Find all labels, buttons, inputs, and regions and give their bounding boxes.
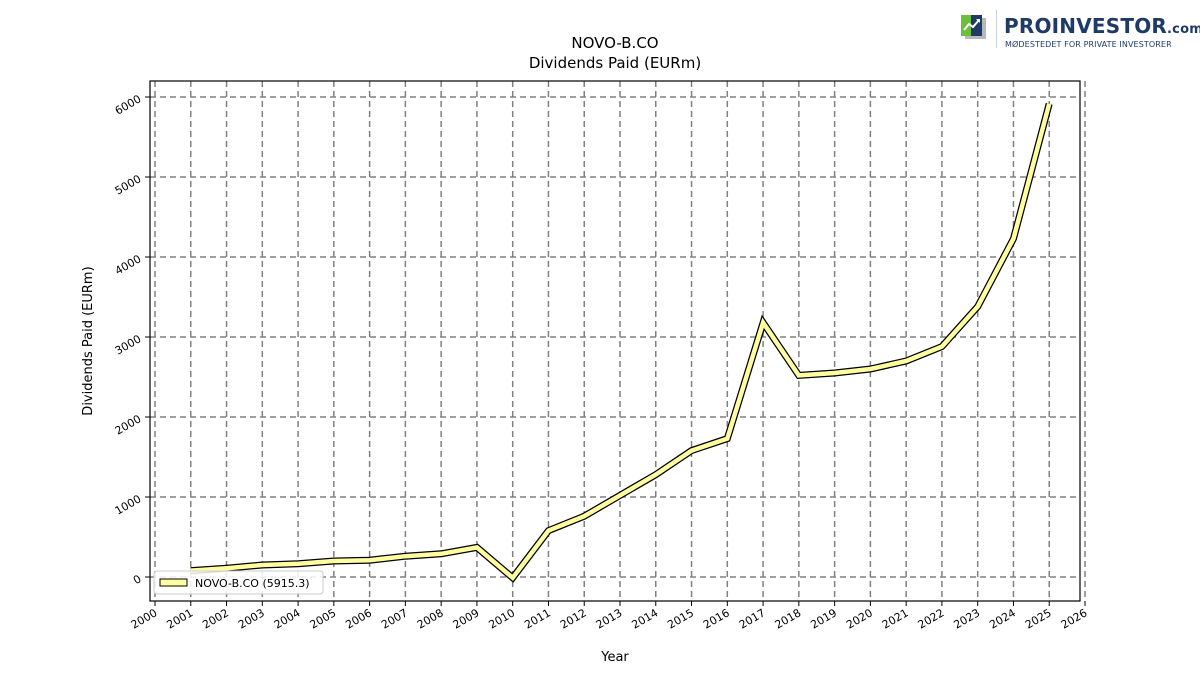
x-tick-label: 2026 — [1059, 606, 1090, 631]
brand-domain: .com — [1167, 22, 1200, 37]
y-axis-label: Dividends Paid (EURm) — [81, 266, 96, 415]
y-tick-label: 1000 — [113, 492, 144, 517]
y-axis: 0 1000 2000 3000 4000 5000 6000 — [113, 92, 150, 587]
brand-name: PROINVESTOR.com — [1004, 14, 1200, 38]
x-tick-label: 2018 — [773, 606, 804, 631]
chart-title-line1: NOVO-B.CO — [571, 34, 658, 52]
series-layer — [190, 102, 1053, 583]
series-line — [190, 103, 1052, 582]
x-tick-label: 2007 — [379, 606, 410, 631]
brand-divider — [996, 10, 997, 48]
y-tick-label: 0 — [131, 572, 144, 587]
x-axis: 2000 2001 2002 2003 2004 2005 2006 2007 2008 2009… — [129, 601, 1090, 632]
x-tick-label: 2003 — [236, 606, 267, 631]
x-axis-label: Year — [600, 650, 629, 665]
x-tick-label: 2017 — [737, 606, 768, 631]
y-tick-label: 2000 — [113, 412, 144, 437]
y-tick-label: 5000 — [113, 172, 144, 197]
brand-name-text: PROINVESTOR — [1004, 14, 1168, 38]
x-tick-label: 2010 — [486, 606, 517, 631]
x-tick-label: 2016 — [701, 606, 732, 631]
x-tick-label: 2009 — [451, 606, 482, 631]
legend-label: NOVO-B.CO (5915.3) — [195, 577, 310, 590]
grid — [150, 81, 1086, 601]
x-tick-label: 2021 — [880, 606, 911, 631]
legend-box — [153, 570, 324, 595]
x-tick-label: 2012 — [558, 606, 589, 631]
x-tick-label: 2005 — [308, 606, 339, 631]
plot-frame — [149, 80, 1081, 602]
y-tick-label: 6000 — [113, 92, 144, 117]
x-tick-label: 2008 — [415, 606, 446, 631]
x-tick-label: 2019 — [808, 606, 839, 631]
x-tick-label: 2024 — [987, 606, 1018, 631]
x-tick-label: 2013 — [594, 606, 625, 631]
x-tick-label: 2014 — [630, 606, 661, 631]
x-tick-label: 2006 — [343, 606, 374, 631]
x-tick-label: 2002 — [200, 606, 231, 631]
legend: NOVO-B.CO (5915.3) — [153, 570, 324, 595]
legend-swatch — [159, 578, 188, 587]
x-tick-label: 2011 — [522, 606, 553, 631]
x-tick-label: 2022 — [916, 606, 947, 631]
x-tick-label: 2001 — [165, 606, 196, 631]
brand-tagline: MØDESTEDET FOR PRIVATE INVESTORER — [1005, 40, 1172, 49]
x-tick-label: 2023 — [951, 606, 982, 631]
x-tick-label: 2015 — [665, 606, 696, 631]
y-tick-label: 3000 — [113, 332, 144, 357]
x-tick-label: 2000 — [129, 606, 160, 631]
x-tick-label: 2025 — [1023, 606, 1054, 631]
brand-block[interactable]: PROINVESTOR.com MØDESTEDET FOR PRIVATE I… — [960, 8, 1200, 54]
x-tick-label: 2004 — [272, 606, 303, 631]
chart-up-icon — [961, 15, 986, 39]
chart-title-line2: Dividends Paid (EURm) — [529, 54, 701, 72]
y-tick-label: 4000 — [113, 252, 144, 277]
x-tick-label: 2020 — [844, 606, 875, 631]
